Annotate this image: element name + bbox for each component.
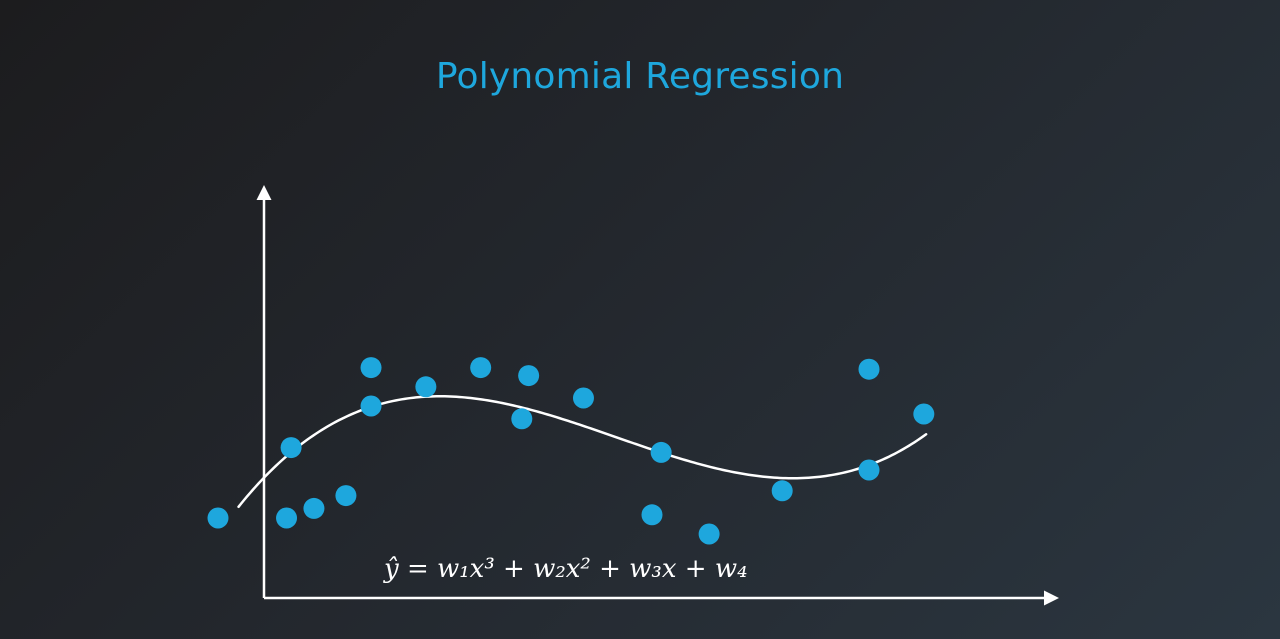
data-point: [511, 408, 533, 430]
equation-label: ŷ = w₁x³ + w₂x² + w₃x + w₄: [383, 554, 748, 584]
data-point: [771, 480, 793, 502]
data-point: [698, 523, 720, 545]
data-point: [858, 459, 880, 481]
data-point: [572, 387, 594, 409]
data-point: [913, 403, 935, 425]
data-point: [360, 357, 382, 379]
data-point: [518, 365, 540, 387]
data-point: [641, 504, 663, 526]
axes: [256, 185, 1059, 606]
data-point: [303, 497, 325, 519]
chart-title: Polynomial Regression: [435, 56, 845, 97]
data-point: [335, 485, 357, 507]
data-point: [470, 357, 492, 379]
data-points: [207, 357, 935, 545]
data-point: [415, 376, 437, 398]
data-point: [207, 507, 229, 529]
fit-curve: [237, 395, 928, 509]
data-point: [280, 437, 302, 459]
data-point: [360, 395, 382, 417]
data-point: [276, 507, 298, 529]
data-point: [858, 358, 880, 380]
data-point: [650, 441, 672, 463]
